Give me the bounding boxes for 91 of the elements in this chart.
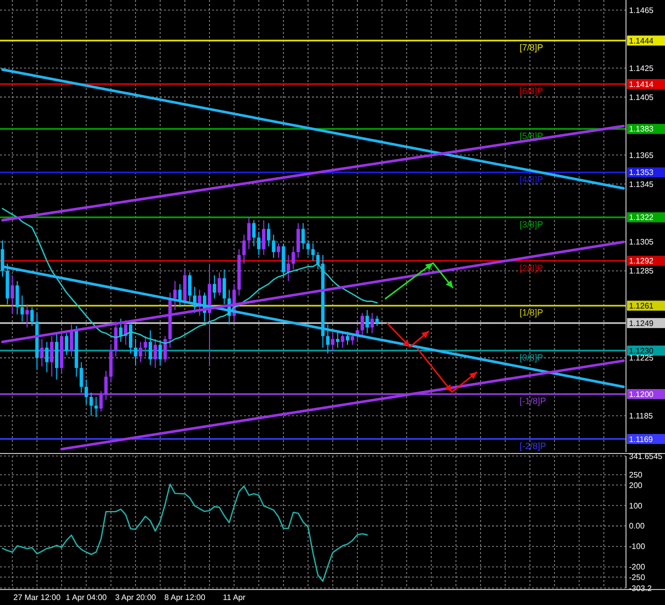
ref-line-label: [6/8]P	[520, 86, 544, 96]
candlestick	[119, 318, 122, 342]
candlestick	[80, 362, 84, 394]
candlestick	[114, 321, 118, 357]
y-tick-label: 1.1169	[629, 434, 654, 444]
x-tick-label: 1 Apr 04:00	[66, 593, 108, 602]
x-tick-label: 27 Mar 12:00	[13, 593, 62, 602]
y-tick-label: 1.1405	[629, 92, 654, 102]
y-tick-label: 1.1322	[629, 213, 654, 222]
ref-line-label: [0/8]P	[520, 352, 544, 363]
y-tick-label: 1.1200	[629, 390, 654, 399]
candlestick	[311, 242, 315, 262]
candlestick	[173, 280, 177, 311]
candlestick	[252, 220, 256, 247]
y-tick-label: 1.1345	[629, 180, 654, 189]
y-tick-label: 1.1444	[629, 36, 654, 46]
candlestick	[292, 246, 295, 270]
candlestick	[370, 312, 374, 334]
y-tick-label: 1.1261	[629, 301, 654, 310]
candlestick	[222, 268, 226, 305]
candlestick	[178, 283, 182, 308]
y-tick-label: 1.1353	[629, 168, 654, 178]
y-tick-label: -100	[629, 542, 646, 552]
y-tick-label: 1.1292	[629, 256, 654, 266]
candlestick	[336, 330, 340, 348]
candlestick	[134, 338, 138, 366]
candlestick	[148, 330, 152, 366]
candlestick	[158, 340, 162, 366]
candlestick	[326, 324, 330, 354]
y-tick-label: 200	[629, 480, 643, 490]
candlestick	[262, 220, 266, 256]
candlestick	[340, 332, 344, 348]
ref-line-label: [3/8]P	[520, 219, 544, 230]
y-tick-label: 1.1285	[629, 266, 654, 276]
candlestick	[286, 254, 290, 282]
candlestick	[218, 272, 222, 296]
candlestick	[10, 274, 14, 314]
y-tick-label: 1.1249	[629, 318, 654, 328]
y-tick-label: 1.1185	[629, 412, 654, 421]
candlestick	[128, 321, 132, 354]
candlestick	[144, 336, 148, 357]
candlestick	[25, 304, 29, 328]
ref-line-label: [4/8]P	[520, 174, 544, 184]
y-tick-label: 1.1425	[629, 64, 654, 73]
candlestick	[163, 336, 167, 363]
candlestick	[360, 312, 364, 337]
ref-line-label: [1/8]P	[520, 308, 544, 318]
candlestick	[20, 295, 24, 322]
candlestick	[94, 396, 98, 418]
y-tick-label: 0.00	[629, 522, 646, 531]
y-tick-label: 1.1414	[629, 80, 654, 89]
candlestick	[331, 332, 334, 352]
ref-line-label: [-1/8]P	[520, 396, 546, 406]
candlestick	[296, 222, 300, 258]
candlestick	[272, 234, 276, 258]
y-tick-label: 250	[629, 470, 643, 480]
y-tick-label: 1.1365	[629, 150, 654, 160]
y-tick-label: 341.6545	[629, 452, 663, 461]
candlestick	[212, 274, 216, 299]
candlestick	[50, 336, 54, 378]
ref-line-label: [-2/8]P	[520, 440, 546, 451]
candlestick	[16, 280, 19, 315]
y-tick-label: 1.1225	[629, 354, 654, 363]
candlestick	[247, 216, 251, 250]
x-tick-label: 8 Apr 12:00	[164, 593, 206, 602]
candlestick	[266, 222, 270, 247]
candlestick	[316, 252, 320, 270]
ref-line-label: [7/8]P	[520, 42, 544, 53]
candlestick	[89, 392, 93, 416]
y-tick-label: 1.1465	[629, 6, 654, 15]
candlestick	[40, 338, 44, 368]
line-series	[2, 484, 368, 582]
candlestick	[138, 341, 142, 363]
y-tick-label: 1.1305	[629, 238, 654, 247]
y-tick-label: 1.1383	[629, 124, 654, 134]
y-tick-label: 1.1230	[629, 346, 654, 356]
x-tick-label: 11 Apr	[222, 593, 246, 602]
ref-line-label: [2/8]P	[520, 262, 544, 273]
candlestick	[257, 231, 260, 256]
candlestick	[154, 338, 157, 368]
y-tick-label: -200	[629, 562, 646, 572]
candlestick	[188, 272, 192, 302]
y-tick-label: 100	[629, 501, 643, 510]
candlestick	[84, 379, 88, 405]
x-tick-label: 3 Apr 20:00	[115, 593, 157, 602]
candlestick	[45, 341, 49, 373]
candlestick	[301, 222, 305, 250]
y-tick-label: -250	[629, 572, 646, 582]
candlestick	[375, 315, 379, 326]
candlestick	[366, 310, 369, 334]
candlestick	[306, 240, 310, 256]
